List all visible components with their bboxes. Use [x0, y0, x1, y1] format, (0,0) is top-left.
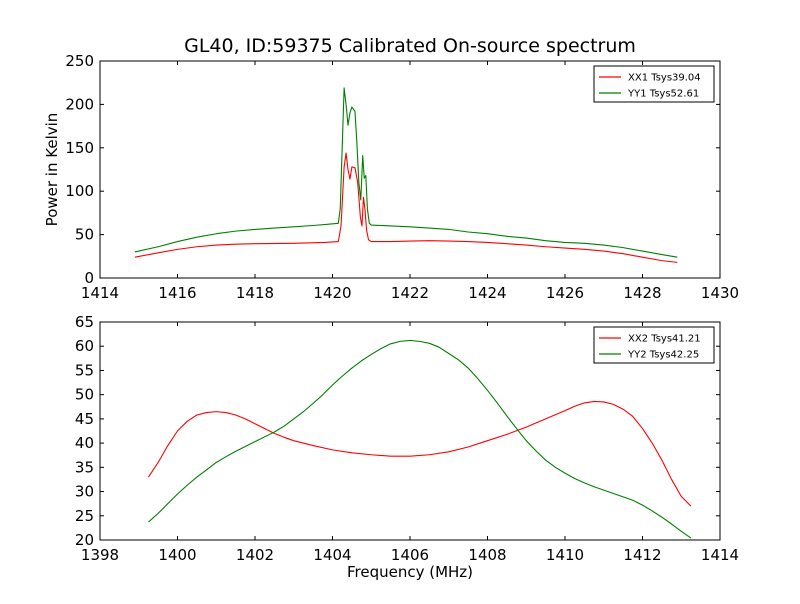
panel-1-x-tick-label: 1426: [546, 284, 584, 302]
panel-2-x-tick-label: 1400: [158, 546, 196, 564]
panel-2-legend-box: [593, 326, 715, 364]
panel-2-x-tick-label: 1414: [701, 546, 739, 564]
panel-2-x-tick-label: 1404: [313, 546, 351, 564]
figure-title: GL40, ID:59375 Calibrated On-source spec…: [184, 35, 636, 57]
panel-2-y-tick-label: 50: [75, 386, 94, 404]
panel-1-x-tick-label: 1430: [701, 284, 739, 302]
panel-2-y-tick-label: 60: [75, 337, 94, 355]
panel-2-y-tick-label: 35: [75, 458, 94, 476]
panel-1-legend-label-1: XX1 Tsys39.04: [628, 73, 701, 84]
panel-1-x-tick-label: 1418: [236, 284, 274, 302]
panel-2-x-tick-label: 1412: [623, 546, 661, 564]
panel-1-y-tick-label: 0: [84, 269, 94, 287]
panel-1-y-tick-label: 200: [65, 95, 94, 113]
panel-1-legend-label-2: YY1 Tsys52.61: [627, 89, 699, 100]
panel-2-x-tick-label: 1408: [468, 546, 506, 564]
panel-1-y-tick-label: 250: [65, 52, 94, 70]
panel-1-x-tick-label: 1416: [158, 284, 196, 302]
panel-2: 1398 1400 1402 1404 1406 1408 1410 1412 1414 20 25…: [75, 313, 739, 581]
panel-2-x-tick-label: 1406: [391, 546, 429, 564]
chart-panels: 1414 1416 1418 1420 1422 1424 1426 1428 14300501…: [43, 52, 739, 581]
panel-2-y-tick-label: 30: [75, 483, 94, 501]
panel-2-x-tick-label: 1410: [546, 546, 584, 564]
panel-1-series-2-line: [134, 87, 678, 258]
panel-1: 1414 1416 1418 1420 1422 1424 1426 1428 1430 0 50 1…: [43, 52, 739, 302]
panel-1-x-tick-label: 1424: [468, 284, 506, 302]
panel-2-y-tick-label: 45: [75, 410, 94, 428]
panel-2-legend: XX2 Tsys41.21 YY2 Tsys42.25: [593, 326, 715, 364]
panel-2-y-tick-label: 55: [75, 361, 94, 379]
panel-1-y-tick-label: 150: [65, 139, 94, 157]
panel-2-legend-label-2: YY2 Tsys42.25: [627, 350, 699, 361]
panel-2-x-axis-label: Frequency (MHz): [347, 563, 473, 581]
panel-2-y-tick-label: 65: [75, 313, 94, 331]
panel-1-legend: XX1 Tsys39.04 YY1 Tsys52.61: [593, 65, 715, 103]
panel-2-y-tick-label: 40: [75, 434, 94, 452]
panel-2-y-tick-label: 25: [75, 507, 94, 525]
panel-1-x-tick-label: 1422: [391, 284, 429, 302]
panel-2-series-2-line: [148, 339, 692, 539]
panel-2-x-tick-label: 1398: [81, 546, 119, 564]
panel-1-legend-box: [593, 65, 715, 103]
panel-1-x-tick-label: 1420: [313, 284, 351, 302]
panel-2-series-1-line: [147, 400, 692, 507]
panel-1-y-tick-label: 100: [65, 182, 94, 200]
panel-2-legend-label-1: XX2 Tsys41.21: [628, 334, 701, 345]
panel-1-x-tick-label: 1414: [81, 284, 119, 302]
panel-2-y-tick-label: 20: [75, 531, 94, 549]
panel-1-y-axis-label: Power in Kelvin: [43, 113, 61, 227]
panel-1-x-tick-label: 1428: [623, 284, 661, 302]
panel-2-x-tick-label: 1402: [236, 546, 274, 564]
panel-1-y-tick-label: 50: [75, 226, 94, 244]
panel-1-series-1-line: [134, 152, 678, 263]
